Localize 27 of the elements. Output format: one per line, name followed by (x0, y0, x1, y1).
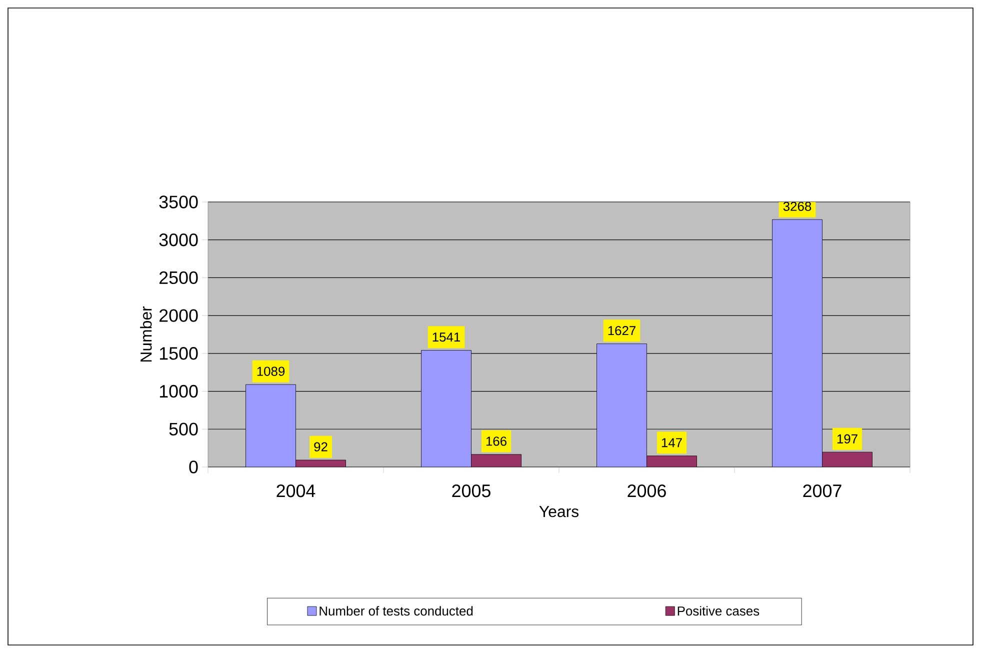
y-tick-label: 1500 (160, 347, 198, 360)
y-tick-label: 0 (189, 460, 198, 474)
y-tick-label: 3000 (159, 233, 198, 246)
legend-label: Positive cases (678, 606, 760, 616)
data-label: 3268 (783, 202, 812, 211)
bar (646, 456, 697, 467)
x-tick-label: 2006 (628, 484, 666, 498)
y-tick-label: 3500 (159, 196, 198, 208)
y-tick-label: 500 (169, 422, 198, 436)
y-tick-label: 2500 (160, 271, 198, 284)
bar (822, 452, 872, 467)
legend-label: Number of tests conducted (320, 606, 473, 616)
data-label: 1541 (432, 332, 460, 342)
bar (471, 454, 522, 467)
y-tick-label: 2000 (160, 309, 198, 322)
data-label: 166 (486, 436, 506, 446)
data-label: 1089 (257, 366, 285, 376)
y-tick-label: 1000 (160, 384, 198, 398)
x-axis-title: Years (539, 506, 579, 518)
data-label: 92 (314, 442, 328, 452)
x-tick-label: 2004 (276, 484, 316, 498)
data-label: 147 (662, 438, 682, 448)
data-label: 197 (837, 434, 858, 444)
x-tick-label: 2005 (452, 484, 490, 498)
data-label: 1627 (608, 326, 636, 336)
y-axis-title: Number (140, 306, 152, 362)
x-tick-label: 2007 (803, 484, 842, 498)
